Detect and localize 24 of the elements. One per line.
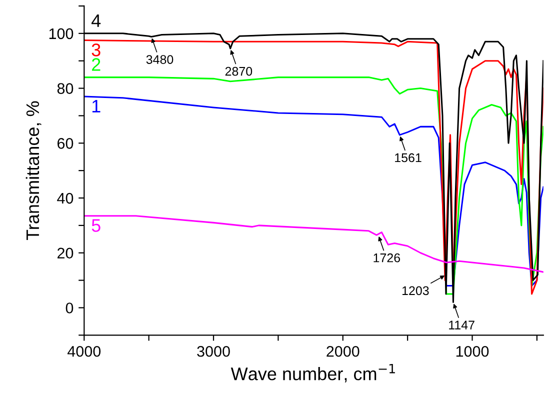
x-tick-label: 3000 [197, 346, 230, 357]
x-tick-label: 2000 [326, 346, 360, 357]
annotation: 3480 [146, 55, 174, 64]
series-label: 1 [92, 100, 100, 112]
y-tick-label: 0 [66, 302, 74, 314]
annotation: 2870 [225, 66, 252, 76]
y-tick-label: 20 [58, 248, 74, 259]
series-label: 2 [92, 58, 100, 71]
y-tick-label: 60 [58, 138, 74, 149]
annotation: 1561 [395, 153, 422, 162]
x-axis-title: Wave number, cm$^{−1}$ [230, 364, 395, 382]
series-label: 3 [92, 44, 100, 56]
y-tick-label: 40 [57, 192, 74, 204]
y-tick-label: 100 [49, 28, 74, 40]
line-series [84, 215, 544, 273]
y-tick-label: 80 [57, 83, 74, 94]
series-label: 5 [92, 219, 100, 232]
series-label: 4 [92, 14, 101, 27]
y-axis-title: Transmittance, % [26, 101, 42, 240]
x-tick-label: 1000 [456, 346, 489, 357]
x-tick-label: 4000 [68, 346, 101, 357]
annotation: 1203 [402, 286, 429, 296]
annotation: 1726 [374, 253, 400, 262]
annotation: 1147 [449, 320, 474, 330]
